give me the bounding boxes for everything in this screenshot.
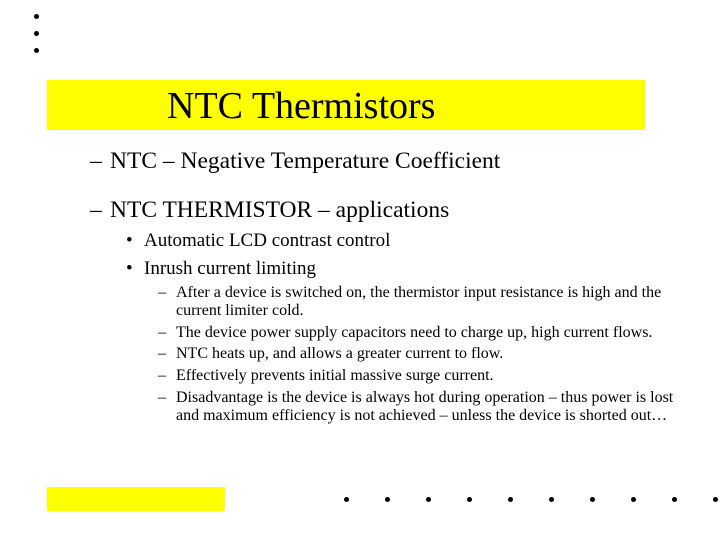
deco-dot <box>590 497 595 502</box>
dash-icon: – <box>158 324 166 342</box>
bullet-lvl3: – Disadvantage is the device is always h… <box>158 389 690 425</box>
dot-icon: • <box>126 258 133 280</box>
bullet-lvl3: – After a device is switched on, the the… <box>158 284 690 320</box>
bullet-text: NTC – Negative Temperature Coefficient <box>110 148 500 174</box>
deco-dot <box>426 497 431 502</box>
bullet-lvl3: – Effectively prevents initial massive s… <box>158 367 690 385</box>
deco-dot <box>385 497 390 502</box>
bullet-lvl3: – NTC heats up, and allows a greater cur… <box>158 345 690 363</box>
bullet-lvl1: – NTC – Negative Temperature Coefficient <box>90 148 690 175</box>
footer-block <box>47 487 225 511</box>
dot-icon: • <box>126 230 133 252</box>
slide: NTC Thermistors – NTC – Negative Tempera… <box>0 0 720 540</box>
deco-dot <box>344 497 349 502</box>
bullet-lvl2: • Automatic LCD contrast control <box>124 230 690 252</box>
deco-dot <box>549 497 554 502</box>
dash-icon: – <box>90 148 102 175</box>
bullet-lvl3: – The device power supply capacitors nee… <box>158 324 690 342</box>
deco-dot <box>713 497 718 502</box>
dash-icon: – <box>158 345 166 363</box>
deco-dot <box>34 31 39 36</box>
deco-dot <box>467 497 472 502</box>
bullet-text: NTC heats up, and allows a greater curre… <box>176 345 503 362</box>
bullet-text: Automatic LCD contrast control <box>144 230 390 251</box>
bullet-lvl1: – NTC THERMISTOR – applications <box>90 197 690 224</box>
slide-title: NTC Thermistors <box>167 84 435 128</box>
deco-dot <box>631 497 636 502</box>
bullet-text: Effectively prevents initial massive sur… <box>176 367 494 384</box>
dash-icon: – <box>158 284 166 302</box>
bullet-text: After a device is switched on, the therm… <box>176 284 661 319</box>
dash-icon: – <box>158 367 166 385</box>
dash-icon: – <box>90 197 102 224</box>
bullet-text: Disadvantage is the device is always hot… <box>176 389 673 424</box>
bullet-text: Inrush current limiting <box>144 258 316 279</box>
deco-dot <box>34 48 39 53</box>
deco-dot <box>34 14 39 19</box>
dash-icon: – <box>158 389 166 407</box>
bullet-text: NTC THERMISTOR – applications <box>110 197 449 223</box>
deco-dot <box>508 497 513 502</box>
bullet-text: The device power supply capacitors need … <box>176 324 652 341</box>
body-content: – NTC – Negative Temperature Coefficient… <box>90 148 690 425</box>
bullet-lvl2: • Inrush current limiting <box>124 258 690 280</box>
deco-dot <box>672 497 677 502</box>
